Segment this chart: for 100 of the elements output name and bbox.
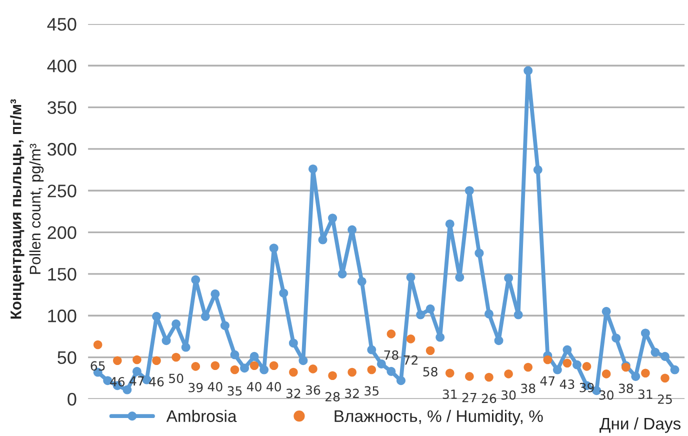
point (631, 372, 640, 381)
point (602, 370, 611, 378)
data-label: 47 (540, 376, 555, 386)
point (376, 359, 386, 368)
point (181, 342, 190, 352)
data-label: 46 (149, 377, 164, 386)
y-tick-label: 200 (48, 226, 76, 240)
point (348, 225, 357, 234)
data-label: 30 (599, 390, 614, 400)
point (445, 219, 454, 228)
point (357, 276, 366, 286)
y-tick-label: 0 (68, 392, 76, 406)
point (279, 288, 288, 298)
data-label: 38 (521, 384, 536, 394)
y-tick-label: 300 (48, 142, 76, 156)
data-label: 40 (246, 382, 262, 392)
data-label: 28 (325, 392, 340, 402)
point (426, 304, 435, 314)
data-label: 35 (228, 386, 242, 396)
point (172, 319, 181, 328)
point (230, 350, 240, 360)
point (210, 289, 220, 298)
point (308, 164, 318, 174)
point (650, 348, 660, 357)
point (504, 370, 513, 378)
data-label: 58 (423, 367, 438, 376)
data-label: 25 (658, 394, 672, 404)
point (543, 355, 552, 364)
point (396, 376, 406, 386)
point (269, 244, 278, 253)
point (348, 368, 356, 377)
point (670, 365, 680, 374)
y-tick-label: 100 (48, 310, 76, 322)
point (367, 365, 376, 374)
point (436, 332, 445, 342)
point (514, 310, 523, 320)
y-tick-label: 150 (48, 268, 76, 281)
data-label: 32 (286, 388, 300, 398)
x-axis-title: Дни / Days (600, 417, 681, 433)
y-tick-label: 250 (48, 184, 76, 198)
point (132, 366, 142, 376)
point (484, 372, 494, 382)
point (386, 366, 396, 376)
data-label: 32 (345, 388, 359, 398)
data-label: 65 (90, 361, 105, 371)
point (386, 330, 396, 338)
data-label: 40 (266, 382, 281, 392)
point (191, 362, 200, 371)
point (308, 364, 318, 374)
y-tick-label: 350 (48, 101, 76, 114)
point (172, 352, 180, 362)
point (455, 272, 464, 282)
point (524, 362, 532, 372)
point (660, 374, 670, 382)
point (406, 272, 416, 282)
point (191, 275, 200, 284)
data-label: 30 (502, 390, 516, 400)
point (152, 312, 162, 321)
point (464, 186, 474, 196)
point (220, 321, 230, 330)
point (113, 356, 122, 366)
point (426, 346, 435, 356)
point (504, 274, 514, 283)
point (288, 338, 298, 348)
point (162, 336, 171, 346)
point (328, 371, 337, 380)
data-label: 35 (364, 386, 379, 396)
point (250, 361, 259, 370)
y-axis-title: Концентрация пыльцы, пг/м³ Pollen count, pg/m³ (10, 99, 44, 319)
point (602, 306, 611, 316)
point (660, 352, 670, 361)
legend-label: Ambrosia (166, 410, 237, 422)
point (328, 214, 338, 223)
point (122, 385, 132, 394)
point (524, 66, 533, 76)
data-label: 27 (462, 392, 476, 402)
point (298, 356, 308, 366)
data-label: 38 (618, 384, 633, 394)
data-label: 31 (638, 390, 652, 399)
y-tick-label: 400 (47, 60, 76, 72)
point (406, 334, 416, 344)
data-label: 36 (306, 385, 320, 395)
point (367, 345, 376, 354)
point (641, 368, 650, 378)
point (210, 361, 220, 370)
y-tick-label: 450 (47, 18, 76, 31)
point (289, 368, 298, 377)
point (582, 362, 592, 371)
point (260, 365, 269, 374)
point (230, 365, 240, 374)
point (338, 269, 347, 278)
point (562, 345, 572, 354)
point (465, 372, 474, 381)
data-label: 26 (482, 394, 496, 404)
point (250, 352, 259, 361)
data-label: 78 (384, 350, 398, 360)
point (93, 340, 102, 350)
point (612, 334, 621, 343)
point (416, 310, 426, 320)
point (318, 235, 328, 244)
